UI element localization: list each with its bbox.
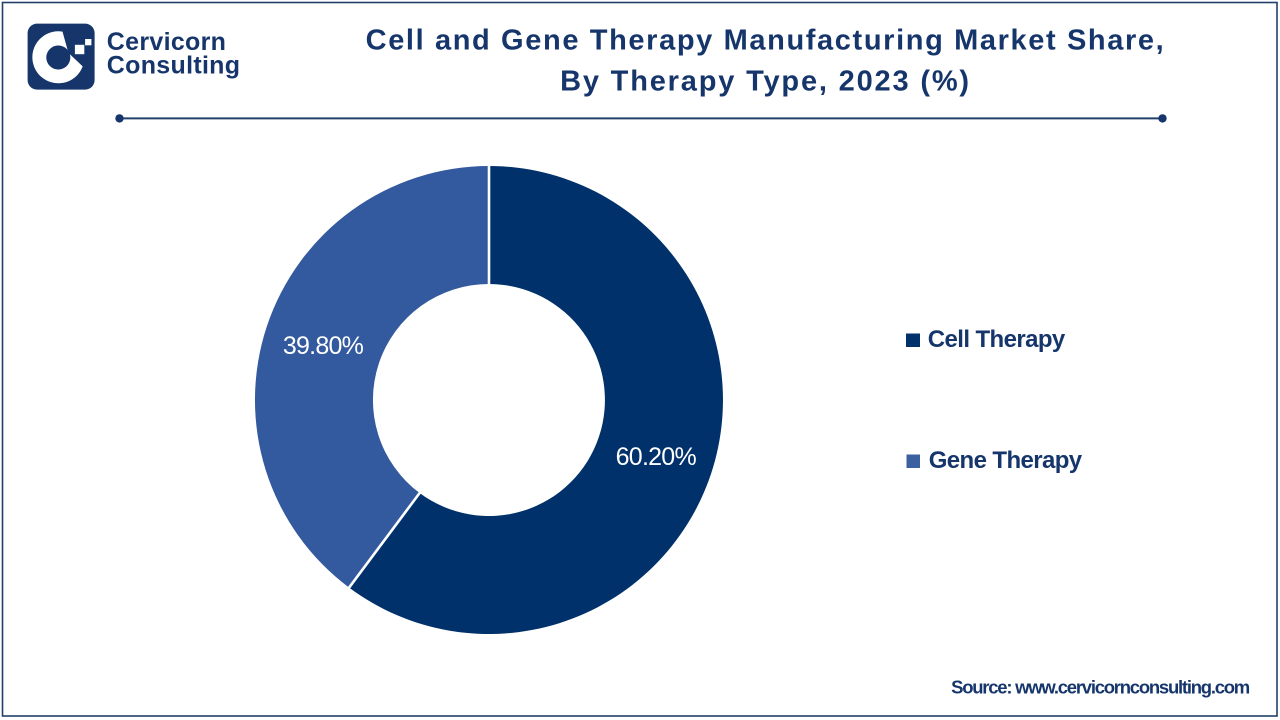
svg-text:Gene Therapy: Gene Therapy [929,447,1083,474]
svg-text:Cervicorn: Cervicorn [107,28,226,56]
svg-text:60.20%: 60.20% [616,443,697,471]
svg-text:Consulting: Consulting [107,51,241,79]
svg-text:Source: www.cervicornconsultin: Source: www.cervicornconsulting.com [951,676,1250,697]
svg-text:By Therapy Type, 2023 (%): By Therapy Type, 2023 (%) [560,66,971,98]
svg-text:Cell Therapy: Cell Therapy [928,326,1066,353]
svg-text:39.80%: 39.80% [283,332,364,360]
svg-text:Cell and Gene Therapy Manufact: Cell and Gene Therapy Manufacturing Mark… [366,25,1166,57]
